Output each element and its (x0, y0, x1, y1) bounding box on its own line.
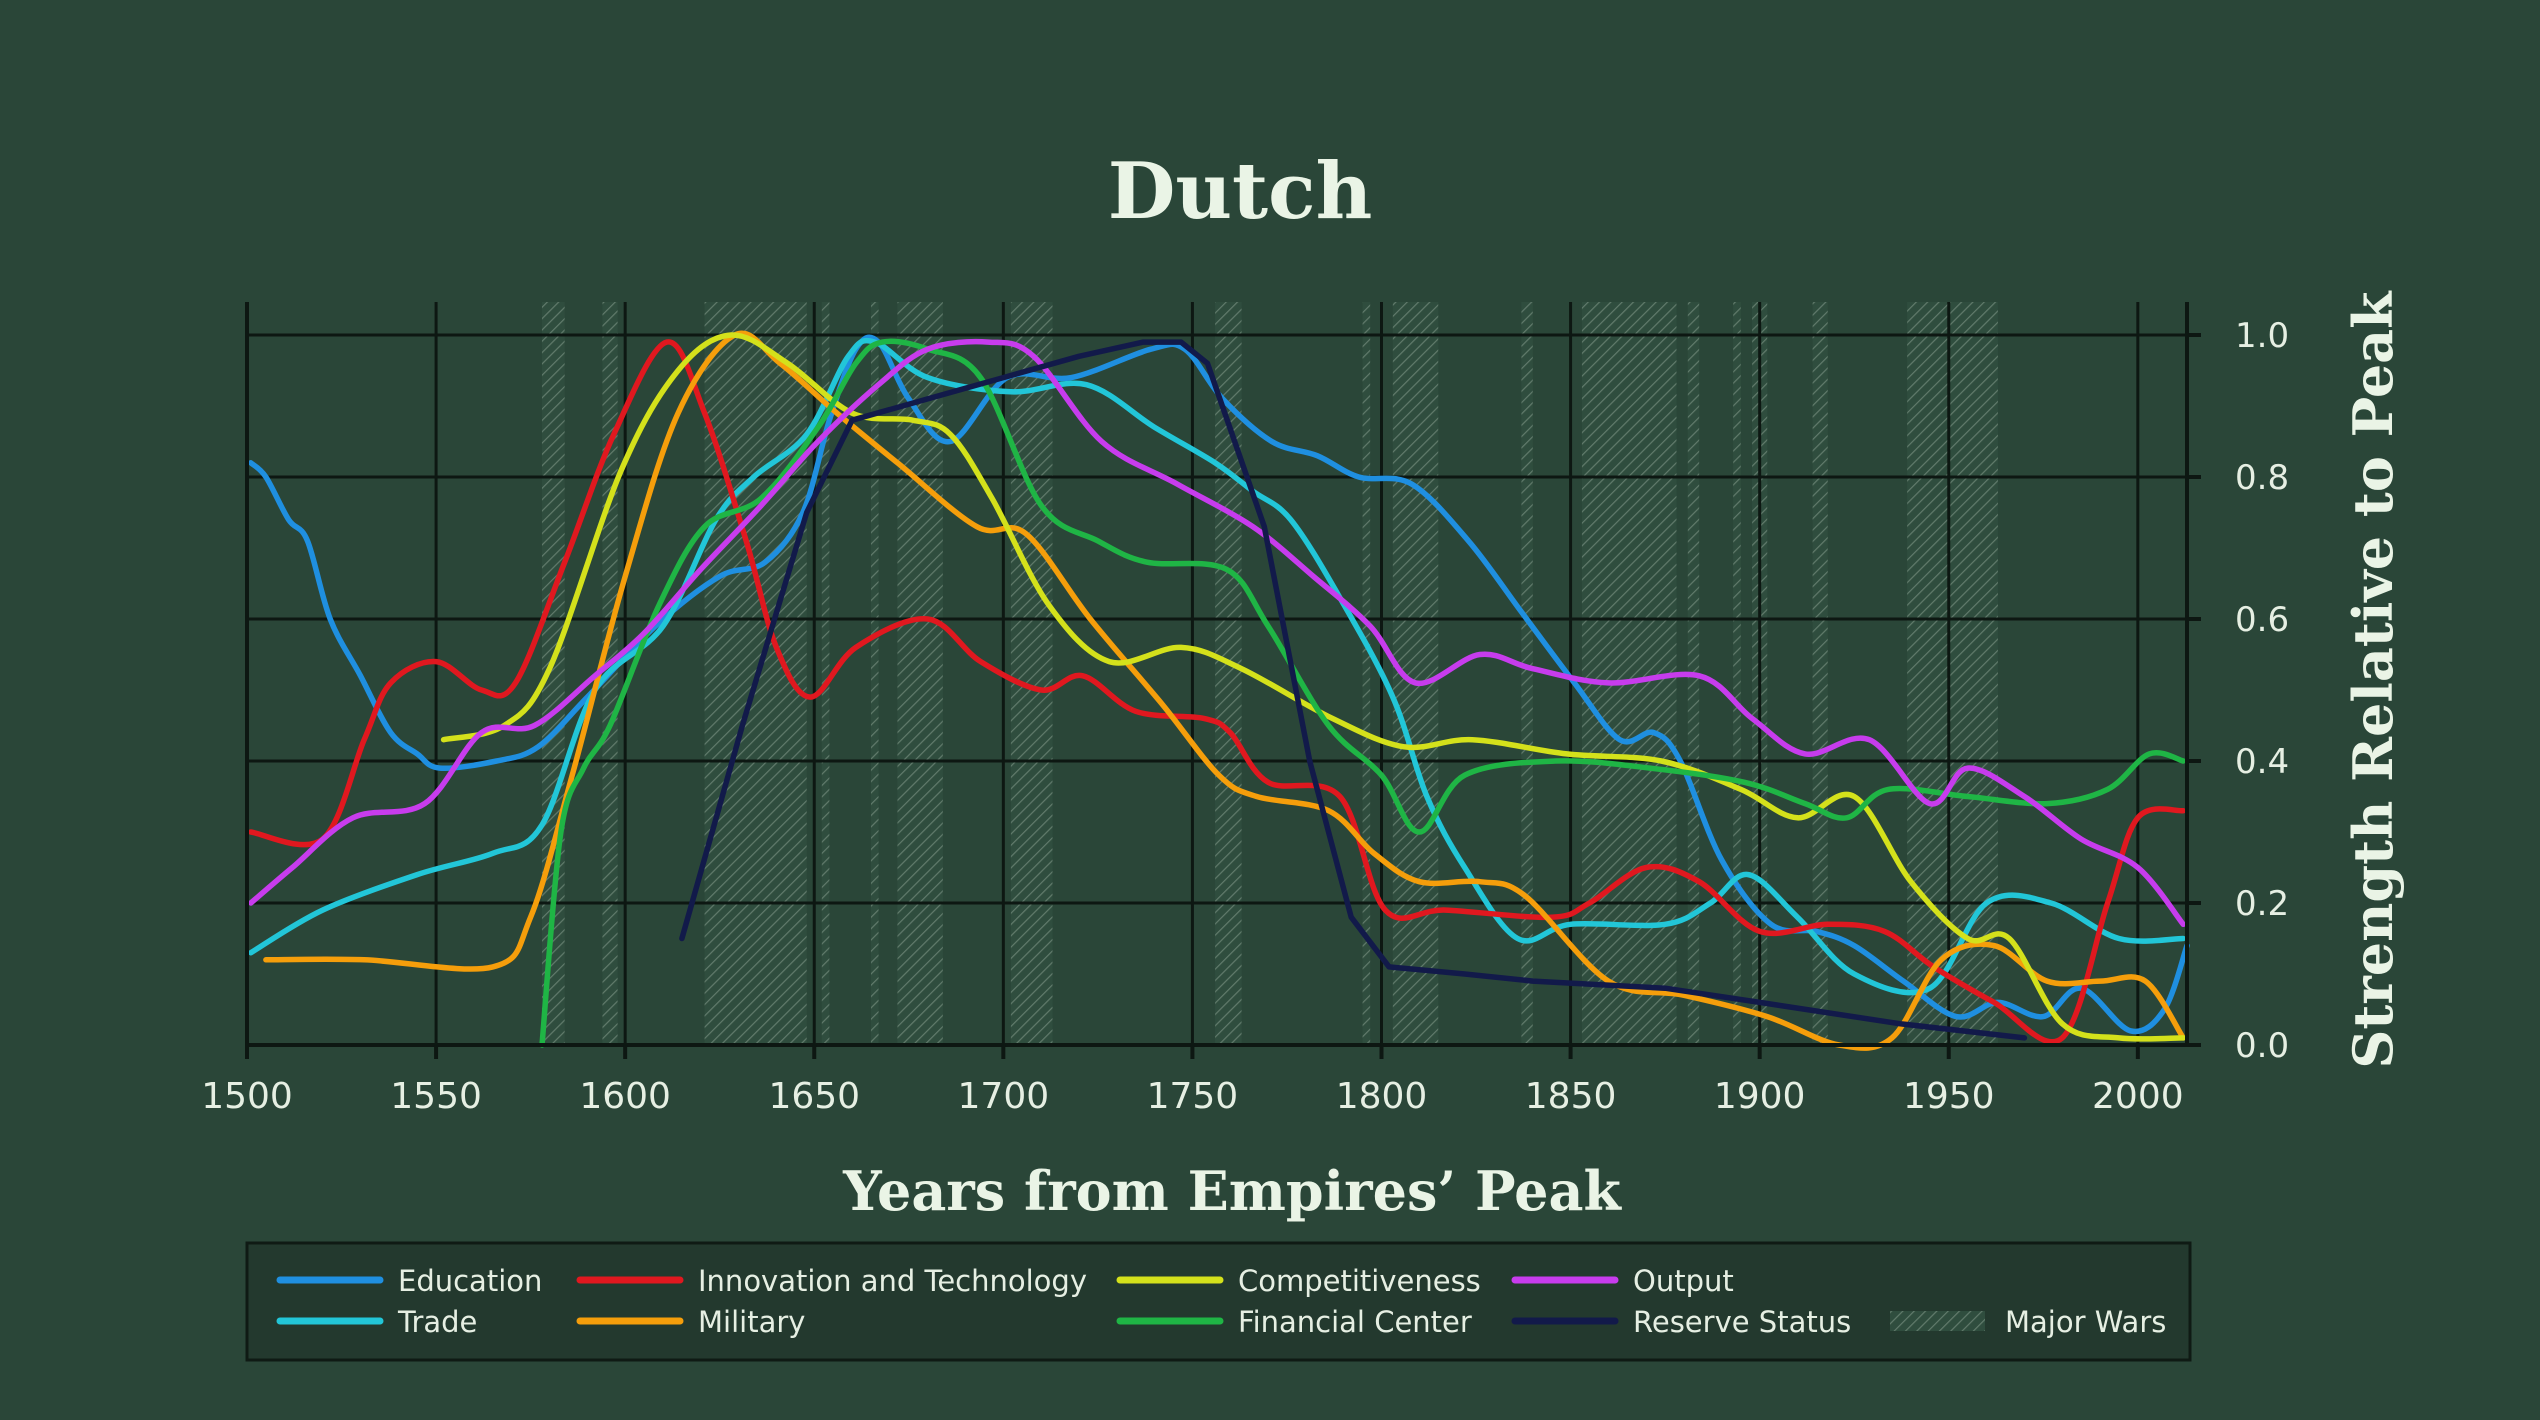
major-war-band (1812, 302, 1828, 1045)
chart-title: Dutch (1108, 146, 1373, 237)
legend-swatch-major-wars (1890, 1311, 1985, 1331)
major-war-band (1907, 302, 1998, 1045)
y-tick-label: 0.6 (2235, 600, 2289, 640)
series-line-financial-center (539, 338, 2186, 1048)
y-tick-label: 1.0 (2235, 316, 2289, 356)
y-axis-label: Strength Relative to Peak (2341, 290, 2405, 1069)
legend-label-financial-center: Financial Center (1238, 1305, 1472, 1339)
y-tick-label: 0.4 (2235, 742, 2289, 782)
series-line-competitiveness (440, 332, 2186, 1042)
x-axis-label: Years from Empires’ Peak (842, 1159, 1622, 1223)
x-tick-label: 2000 (2092, 1076, 2184, 1117)
major-war-band (1010, 302, 1053, 1045)
y-tick-label: 0.0 (2235, 1026, 2289, 1066)
x-tick-label: 1600 (579, 1076, 671, 1117)
major-war-band (1521, 302, 1533, 1045)
major-war-band (870, 302, 879, 1045)
major-war-band (1362, 302, 1371, 1045)
legend-label-military: Military (698, 1305, 805, 1339)
series-line-innovation-and-technology (248, 339, 2186, 1045)
major-war-band (821, 302, 830, 1045)
legend-label-major-wars: Major Wars (2005, 1305, 2166, 1339)
y-tick-label: 0.2 (2235, 884, 2289, 924)
x-tick-label: 1550 (390, 1076, 482, 1117)
legend-label-innovation-and-technology: Innovation and Technology (698, 1264, 1087, 1298)
legend: Education Innovation and Technology Compet… (276, 1264, 2166, 1339)
major-war-band (1733, 302, 1741, 1045)
series-lines (248, 330, 2190, 1051)
series-line-reserve-status (679, 339, 2028, 1041)
x-tick-label: 1850 (1525, 1076, 1617, 1117)
x-tick-label: 1900 (1714, 1076, 1806, 1117)
x-tick-label: 1500 (201, 1076, 293, 1117)
axes: 1500 1550 1600 1650 1700 1750 1800 1850 1900 1950… (201, 302, 2289, 1117)
x-tick-label: 1800 (1336, 1076, 1428, 1117)
x-tick-label: 1650 (768, 1076, 860, 1117)
x-tick-label: 1950 (1903, 1076, 1995, 1117)
series-line-education (248, 334, 2190, 1035)
legend-label-competitiveness: Competitiveness (1238, 1264, 1481, 1298)
x-tick-label: 1750 (1147, 1076, 1239, 1117)
x-tick-label: 1700 (958, 1076, 1050, 1117)
legend-box (245, 1241, 2192, 1362)
legend-label-output: Output (1633, 1264, 1734, 1298)
y-tick-label: 0.8 (2235, 458, 2289, 498)
series-line-output (248, 338, 2186, 928)
legend-label-education: Education (398, 1264, 542, 1298)
legend-label-reserve-status: Reserve Status (1633, 1305, 1851, 1339)
series-line-military (263, 330, 2186, 1051)
legend-label-trade: Trade (397, 1305, 477, 1339)
major-war-band (1581, 302, 1677, 1045)
